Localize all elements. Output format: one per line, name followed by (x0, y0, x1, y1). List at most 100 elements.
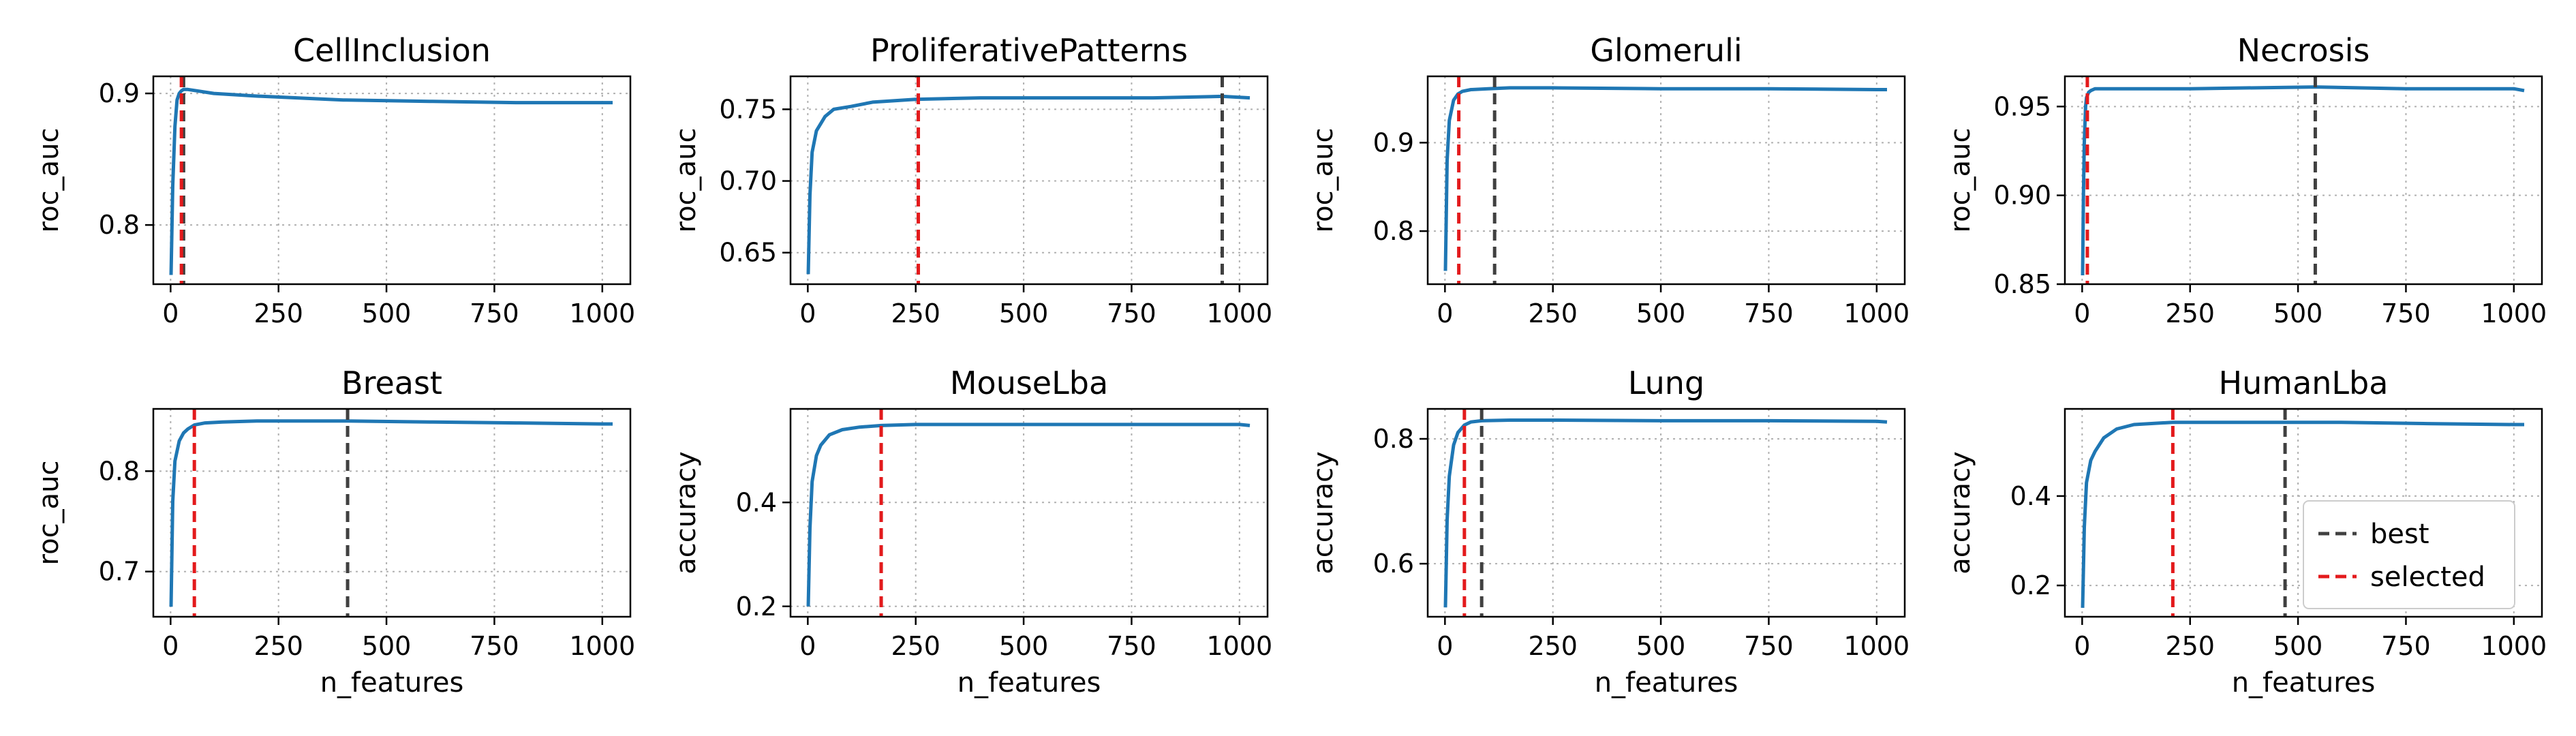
x-tick-label: 750 (2381, 298, 2431, 328)
series-line (2081, 85, 2525, 276)
x-axis-label: n_features (320, 667, 464, 699)
x-tick-label: 750 (1744, 631, 1794, 661)
x-tick-label: 1000 (2481, 631, 2547, 661)
x-axis-label: n_features (957, 667, 1101, 699)
plot-frame (1426, 75, 1906, 286)
subplot-title: HumanLba (2219, 365, 2389, 401)
series-line (1443, 418, 1888, 608)
x-tick-label: 250 (2165, 298, 2215, 328)
x-tick-label: 750 (2381, 631, 2431, 661)
x-tick-label: 750 (470, 298, 519, 328)
subplot-humanlba: 0 250 500 750 1000 0.2 0.4 HumanLba accuracy n_fe… (1945, 365, 2547, 699)
x-tick-label: 500 (2273, 298, 2323, 328)
legend-frame (2303, 500, 2515, 609)
x-tick-label: 250 (254, 298, 303, 328)
y-axis-label: accuracy (1308, 451, 1339, 574)
plot-frame (152, 408, 632, 618)
x-tick-label: 750 (1107, 631, 1156, 661)
subplot-necrosis: 0 250 500 750 1000 0.85 0.90 0.95 Necrosis roc_au… (1945, 32, 2547, 328)
x-tick-label: 0 (2074, 631, 2090, 661)
x-tick-label: 500 (362, 631, 412, 661)
y-tick-label: 0.65 (719, 238, 777, 268)
x-tick-label: 1000 (569, 631, 635, 661)
x-tick-label: 1000 (569, 298, 635, 328)
y-tick-label: 0.85 (1993, 269, 2051, 299)
subplot-glomeruli: 0 250 500 750 1000 0.8 0.9 Glomeruli roc_auc (1308, 32, 1910, 328)
y-axis-label: roc_auc (33, 461, 65, 566)
x-tick-label: 500 (2273, 631, 2323, 661)
x-tick-label: 0 (162, 631, 179, 661)
subplot-title: Glomeruli (1590, 32, 1742, 69)
x-tick-label: 250 (1528, 631, 1578, 661)
x-tick-label: 0 (2074, 298, 2090, 328)
plot-frame (789, 408, 1269, 618)
subplot-cellinclusion: 0 250 500 750 1000 0.8 0.9 CellInclusion roc_auc (33, 32, 635, 328)
y-tick-label: 0.8 (1373, 216, 1414, 246)
subplot-mouselba: 0 250 500 750 1000 0.2 0.4 MouseLba accuracy n_fe… (671, 365, 1272, 699)
y-axis-label: roc_auc (33, 128, 65, 233)
y-axis-label: roc_auc (1945, 128, 1976, 233)
x-tick-label: 1000 (1206, 298, 1272, 328)
x-tick-label: 0 (799, 631, 816, 661)
y-tick-label: 0.7 (99, 557, 140, 587)
y-axis-label: roc_auc (1308, 128, 1339, 233)
y-tick-label: 0.75 (719, 94, 777, 124)
x-tick-label: 750 (470, 631, 519, 661)
y-tick-label: 0.9 (99, 78, 140, 108)
x-tick-label: 250 (254, 631, 303, 661)
y-tick-label: 0.8 (99, 456, 140, 486)
x-tick-label: 0 (1437, 631, 1453, 661)
x-tick-label: 750 (1744, 298, 1794, 328)
y-tick-label: 0.4 (2010, 481, 2051, 511)
x-tick-label: 0 (162, 298, 179, 328)
y-tick-label: 0.8 (99, 210, 140, 240)
subplot-title: ProliferativePatterns (870, 32, 1188, 69)
x-axis-label: n_features (2232, 667, 2376, 699)
x-tick-label: 0 (799, 298, 816, 328)
legend-best-label: best (2370, 519, 2429, 550)
series-line (806, 94, 1251, 275)
x-axis-label: n_features (1595, 667, 1738, 699)
y-tick-label: 0.90 (1993, 181, 2051, 211)
y-tick-label: 0.2 (736, 592, 777, 622)
y-tick-label: 0.6 (1373, 549, 1414, 579)
x-tick-label: 500 (999, 631, 1049, 661)
x-tick-label: 1000 (1843, 298, 1910, 328)
x-tick-label: 0 (1437, 298, 1453, 328)
subplot-breast: 0 250 500 750 1000 0.7 0.8 Breast roc_auc n_featu… (33, 365, 635, 699)
x-tick-label: 1000 (1843, 631, 1910, 661)
plot-frame (152, 75, 632, 286)
subplot-title: Breast (341, 365, 442, 401)
y-tick-label: 0.95 (1993, 91, 2051, 121)
y-tick-label: 0.8 (1373, 424, 1414, 454)
plot-frame (1426, 408, 1906, 618)
subplot-title: CellInclusion (293, 32, 491, 69)
subplot-title: MouseLba (950, 365, 1108, 401)
subplot-title: Necrosis (2237, 32, 2370, 69)
x-tick-label: 250 (1528, 298, 1578, 328)
x-tick-label: 500 (1636, 631, 1686, 661)
subplot-title: Lung (1628, 365, 1704, 401)
series-line (169, 87, 613, 275)
x-tick-label: 1000 (2481, 298, 2547, 328)
x-tick-label: 250 (2165, 631, 2215, 661)
y-axis-label: accuracy (1945, 451, 1976, 574)
series-line (806, 423, 1251, 607)
x-tick-label: 250 (891, 298, 940, 328)
y-tick-label: 0.2 (2010, 570, 2051, 600)
x-tick-label: 1000 (1206, 631, 1272, 661)
subplot-proliferativepatterns: 0 250 500 750 1000 0.65 0.70 0.75 ProliferativeP… (671, 32, 1272, 328)
x-tick-label: 500 (1636, 298, 1686, 328)
y-tick-label: 0.70 (719, 166, 777, 196)
subplot-lung: 0 250 500 750 1000 0.6 0.8 Lung accuracy n_featur… (1308, 365, 1910, 699)
legend-selected-label: selected (2370, 562, 2485, 593)
x-tick-label: 250 (891, 631, 940, 661)
series-line (2081, 420, 2524, 608)
y-axis-label: accuracy (671, 451, 702, 574)
series-line (169, 419, 613, 607)
y-tick-label: 0.4 (736, 487, 777, 517)
x-tick-label: 500 (362, 298, 412, 328)
plot-frame (2064, 75, 2543, 286)
x-tick-label: 750 (1107, 298, 1156, 328)
